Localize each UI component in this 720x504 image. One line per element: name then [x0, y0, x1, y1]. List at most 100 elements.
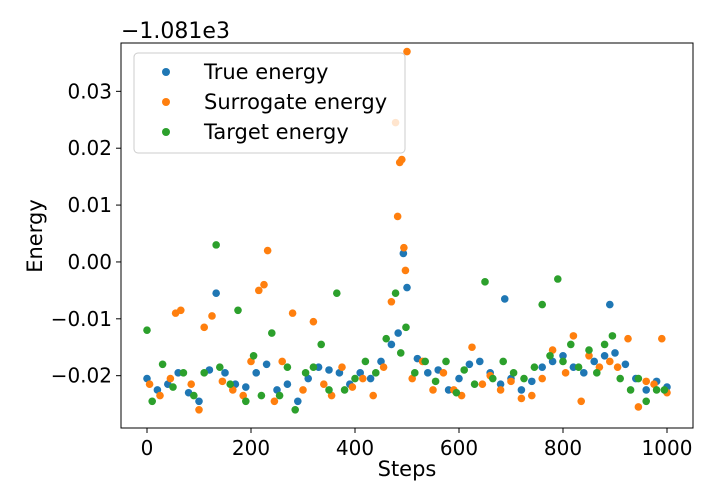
point-series-2 [421, 357, 430, 366]
point-series-1 [478, 380, 487, 389]
axis-ticks: 0 200 400 600 800 1000 −0.02 −0.01 0.00 0.01 0.02 0… [51, 79, 693, 460]
point-series-1 [379, 363, 388, 371]
point-series-2 [200, 369, 208, 377]
point-series-0 [538, 363, 546, 371]
point-series-2 [642, 397, 650, 406]
point-series-2 [402, 323, 410, 332]
point-series-0 [590, 357, 598, 366]
point-series-0 [387, 340, 396, 349]
point-series-0 [580, 369, 588, 377]
point-series-1 [229, 386, 237, 394]
point-series-2 [372, 369, 380, 377]
point-series-2 [574, 363, 583, 371]
point-series-1 [218, 377, 227, 386]
point-series-2 [567, 340, 575, 349]
point-series-0 [611, 349, 619, 357]
point-series-1 [634, 403, 643, 411]
point-series-2 [391, 289, 400, 298]
point-series-1 [528, 391, 536, 400]
point-series-0 [325, 366, 333, 374]
point-series-0 [262, 360, 271, 369]
point-series-2 [361, 357, 370, 366]
y-tick-label: 0.00 [67, 250, 112, 274]
point-series-1 [299, 386, 307, 394]
point-series-2 [169, 383, 177, 391]
point-series-2 [275, 391, 284, 400]
point-series-1 [195, 406, 203, 414]
point-series-2 [301, 369, 310, 377]
point-series-1 [613, 363, 622, 371]
point-series-1 [338, 363, 346, 371]
point-series-1 [369, 391, 378, 400]
x-axis-label: Steps [378, 457, 437, 481]
legend-label: Target energy [203, 120, 349, 144]
point-series-0 [528, 377, 536, 386]
point-series-0 [195, 397, 203, 406]
point-series-1 [398, 155, 406, 164]
point-series-1 [288, 309, 297, 317]
point-series-1 [348, 383, 357, 391]
legend-marker [162, 98, 170, 106]
point-series-1 [606, 357, 614, 366]
point-series-1 [263, 246, 272, 255]
point-series-0 [548, 357, 557, 366]
point-series-2 [283, 363, 292, 371]
point-series-0 [403, 283, 411, 292]
point-series-0 [465, 360, 474, 369]
x-tick-label: 800 [544, 436, 582, 460]
point-series-0 [273, 386, 281, 394]
point-series-0 [356, 369, 365, 377]
point-series-1 [507, 377, 515, 386]
point-series-0 [621, 360, 630, 369]
point-series-1 [177, 306, 185, 315]
point-series-2 [660, 386, 669, 394]
point-series-2 [317, 340, 326, 349]
point-series-1 [439, 369, 448, 377]
point-series-1 [278, 357, 287, 366]
point-series-0 [606, 300, 614, 309]
point-series-2 [291, 406, 300, 414]
point-series-0 [366, 374, 375, 383]
point-series-0 [143, 374, 151, 383]
plot-area-frame [120, 42, 694, 429]
point-series-1 [200, 323, 208, 332]
point-series-0 [476, 357, 484, 366]
point-series-1 [658, 334, 666, 343]
point-series-2 [481, 278, 489, 286]
point-series-2 [608, 332, 617, 340]
point-series-2 [216, 363, 224, 371]
point-series-2 [226, 380, 234, 389]
point-series-1 [359, 374, 367, 383]
point-series-0 [283, 380, 292, 389]
legend-box [133, 52, 406, 154]
point-series-1 [429, 386, 437, 394]
point-series-2 [212, 241, 220, 249]
point-series-2 [242, 397, 250, 406]
point-series-1 [468, 343, 476, 352]
point-series-0 [500, 295, 509, 303]
y-tick-label: −0.01 [51, 307, 112, 331]
point-series-1 [569, 332, 578, 340]
point-series-2 [249, 351, 258, 360]
point-series-2 [333, 289, 341, 298]
point-series-0 [174, 369, 182, 377]
point-series-0 [242, 383, 250, 391]
x-tick-label: 400 [336, 436, 374, 460]
point-series-0 [231, 380, 240, 389]
point-series-2 [340, 386, 349, 394]
point-series-2 [190, 391, 198, 400]
legend: True energy Surrogate energy Target energy [133, 52, 406, 154]
point-series-2 [382, 334, 391, 343]
point-series-1 [595, 363, 604, 371]
point-series-1 [208, 312, 216, 320]
y-tick-label: 0.02 [67, 136, 112, 160]
point-series-2 [616, 374, 624, 383]
point-series-2 [489, 374, 497, 383]
point-series-0 [304, 374, 313, 383]
legend-label: Surrogate energy [204, 90, 387, 114]
point-series-1 [145, 380, 154, 389]
point-series-2 [520, 374, 528, 383]
x-tick-label: 0 [141, 436, 154, 460]
point-series-1 [548, 346, 557, 354]
point-series-2 [396, 349, 405, 357]
